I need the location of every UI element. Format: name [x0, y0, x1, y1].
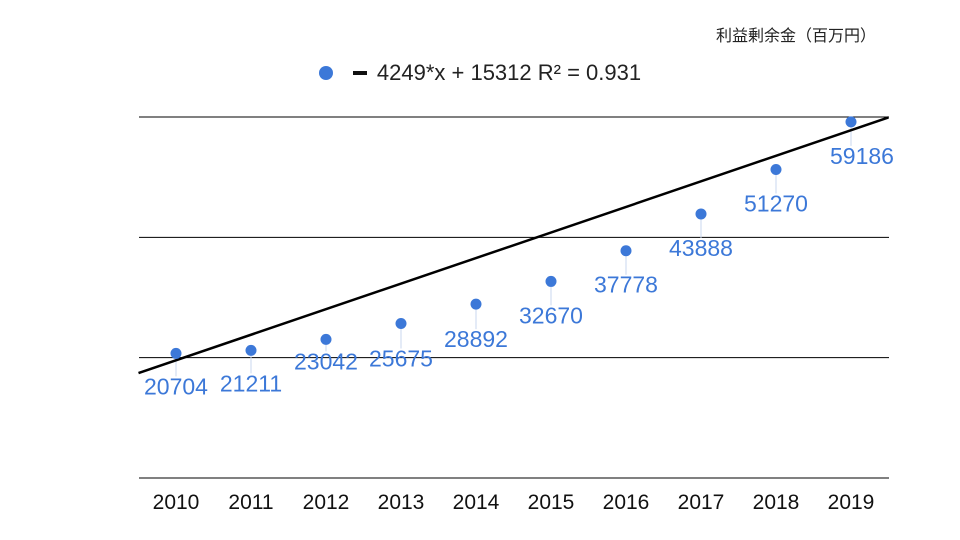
x-tick-label: 2010 [153, 491, 200, 514]
legend: 4249*x + 15312 R² = 0.931 [0, 60, 960, 86]
trendline-legend-marker [352, 71, 367, 75]
data-label: 21211 [220, 370, 282, 396]
data-label: 32670 [519, 302, 583, 328]
data-point [395, 318, 407, 330]
data-point [695, 208, 707, 220]
data-label: 43888 [669, 235, 733, 261]
x-tick-label: 2017 [678, 491, 725, 514]
data-label: 51270 [744, 191, 808, 217]
data-point [845, 116, 857, 128]
data-label: 37778 [594, 272, 658, 298]
x-tick-label: 2013 [378, 491, 425, 514]
data-point [620, 245, 632, 257]
series-legend-marker [318, 66, 333, 80]
data-point [320, 333, 332, 345]
x-tick-label: 2018 [753, 491, 800, 514]
unit-label: 利益剰余金（百万円） [715, 26, 876, 45]
data-label: 28892 [444, 326, 508, 352]
x-tick-label: 2012 [303, 491, 350, 514]
x-tick-label: 2015 [528, 491, 575, 514]
data-label: 23042 [294, 348, 358, 374]
data-point [470, 298, 482, 310]
x-tick-label: 2016 [603, 491, 650, 514]
data-point [545, 275, 557, 287]
data-label: 20704 [144, 373, 208, 399]
trendline-legend-label: 4249*x + 15312 R² = 0.931 [376, 60, 642, 85]
data-label: 25675 [369, 346, 433, 372]
x-tick-label: 2011 [228, 491, 273, 514]
data-point [170, 347, 182, 359]
x-tick-label: 2014 [453, 491, 500, 514]
x-tick-label: 2019 [828, 491, 875, 514]
data-point [245, 344, 257, 356]
data-label: 59186 [830, 143, 894, 169]
data-point [770, 164, 782, 176]
trendline [138, 116, 889, 375]
